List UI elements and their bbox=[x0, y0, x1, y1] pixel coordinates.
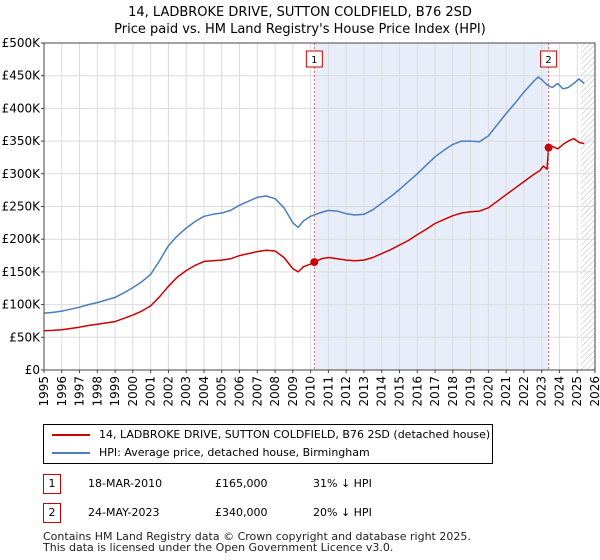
y-tick-label: £400K bbox=[2, 101, 42, 115]
y-tick-label: £250K bbox=[2, 200, 42, 214]
x-tick-label: 2007 bbox=[250, 376, 264, 407]
transaction-date: 18-MAR-2010 bbox=[88, 477, 163, 490]
sale-label: 1 bbox=[311, 55, 317, 66]
x-tick-label: 2002 bbox=[161, 376, 175, 407]
transaction-hpi-diff: 20% ↓ HPI bbox=[313, 506, 372, 519]
x-tick-label: 2014 bbox=[375, 376, 389, 407]
x-tick-label: 2005 bbox=[215, 376, 229, 407]
x-tick-label: 2000 bbox=[126, 376, 140, 407]
y-tick-label: £150K bbox=[2, 265, 42, 279]
legend-label-hpi: HPI: Average price, detached house, Birm… bbox=[99, 446, 370, 459]
x-tick-label: 2003 bbox=[179, 376, 193, 407]
x-tick-label: 2019 bbox=[464, 376, 478, 407]
x-tick-label: 2023 bbox=[535, 376, 549, 407]
y-tick-label: £500K bbox=[2, 36, 42, 50]
legend-swatch-hpi bbox=[52, 452, 90, 454]
y-tick-label: £350K bbox=[2, 134, 42, 148]
transaction-badge: 2 bbox=[43, 503, 61, 523]
y-tick-label: £0 bbox=[25, 363, 40, 377]
footer-licence: This data is licensed under the Open Gov… bbox=[43, 541, 394, 554]
transaction-row: 2 24-MAY-2023 £340,000 20% ↓ HPI bbox=[43, 503, 493, 523]
footer: Contains HM Land Registry data © Crown c… bbox=[43, 531, 471, 553]
x-tick-label: 2025 bbox=[570, 376, 584, 407]
footer-copyright: Contains HM Land Registry data © Crown c… bbox=[43, 530, 471, 543]
sale-point bbox=[310, 258, 319, 267]
x-tick-label: 2001 bbox=[144, 376, 158, 407]
y-tick-label: £200K bbox=[2, 232, 42, 246]
x-tick-label: 2012 bbox=[339, 376, 353, 407]
transaction-hpi-diff: 31% ↓ HPI bbox=[313, 477, 372, 490]
price-paid-line bbox=[43, 137, 585, 332]
x-tick-label: 2017 bbox=[428, 376, 442, 407]
x-tick-label: 2015 bbox=[392, 376, 406, 407]
transaction-price: £340,000 bbox=[215, 506, 268, 519]
x-tick-label: 2016 bbox=[410, 376, 424, 407]
x-tick-label: 2026 bbox=[588, 376, 600, 407]
x-tick-label: 2022 bbox=[517, 376, 531, 407]
transaction-date: 24-MAY-2023 bbox=[88, 506, 160, 519]
y-tick-label: £300K bbox=[2, 167, 42, 181]
x-tick-label: 1998 bbox=[90, 376, 104, 407]
chart-title: 14, LADBROKE DRIVE, SUTTON COLDFIELD, B7… bbox=[128, 5, 472, 20]
sale-label-box bbox=[305, 50, 323, 68]
x-tick-label: 1995 bbox=[37, 376, 51, 407]
transaction-badge: 1 bbox=[43, 474, 61, 494]
hpi-line bbox=[43, 76, 585, 314]
x-tick-label: 2006 bbox=[233, 376, 247, 407]
x-tick-label: 2010 bbox=[304, 376, 318, 407]
x-tick-label: 2021 bbox=[499, 376, 513, 407]
x-tick-label: 2013 bbox=[357, 376, 371, 407]
legend: 14, LADBROKE DRIVE, SUTTON COLDFIELD, B7… bbox=[43, 424, 493, 464]
y-tick-label: £100K bbox=[2, 298, 42, 312]
x-tick-label: 2020 bbox=[481, 376, 495, 407]
x-tick-label: 2018 bbox=[446, 376, 460, 407]
sale-label: 2 bbox=[545, 55, 551, 66]
transaction-price: £165,000 bbox=[215, 477, 268, 490]
x-tick-label: 2024 bbox=[552, 376, 566, 407]
x-tick-label: 2004 bbox=[197, 376, 211, 407]
y-tick-label: £50K bbox=[9, 330, 41, 344]
transaction-row: 1 18-MAR-2010 £165,000 31% ↓ HPI bbox=[43, 474, 493, 494]
x-tick-label: 1999 bbox=[108, 376, 122, 407]
x-tick-label: 1996 bbox=[55, 376, 69, 407]
sale-label-box bbox=[540, 50, 558, 68]
legend-label-price-paid: 14, LADBROKE DRIVE, SUTTON COLDFIELD, B7… bbox=[99, 428, 491, 441]
legend-swatch-price-paid bbox=[52, 434, 90, 436]
x-tick-label: 2008 bbox=[268, 376, 282, 407]
chart-title-block: 14, LADBROKE DRIVE, SUTTON COLDFIELD, B7… bbox=[0, 4, 600, 38]
chart-area: 1 2 £0 £50K £100K £150K £200K £250K £300K £350K £… bbox=[2, 36, 600, 407]
x-tick-label: 2011 bbox=[321, 376, 335, 407]
y-tick-label: £450K bbox=[2, 69, 42, 83]
x-tick-label: 1997 bbox=[73, 376, 87, 407]
chart-subtitle: Price paid vs. HM Land Registry's House … bbox=[114, 22, 486, 37]
sale-point bbox=[544, 143, 553, 152]
x-tick-label: 2009 bbox=[286, 376, 300, 407]
